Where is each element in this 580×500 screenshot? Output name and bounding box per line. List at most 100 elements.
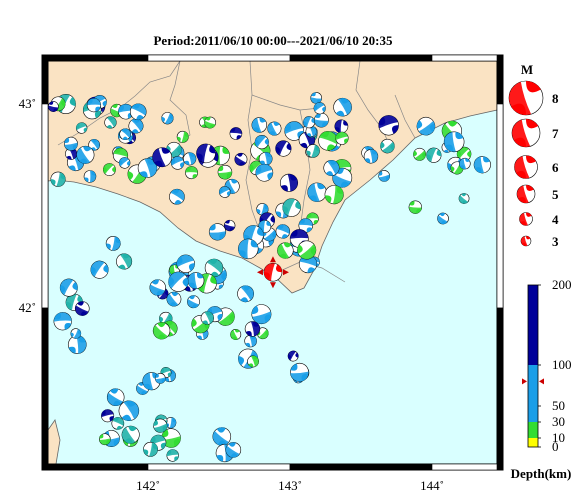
magnitude-legend-ball: [516, 184, 536, 204]
focal-mechanism: [244, 334, 257, 348]
focal-mechanism: [153, 418, 168, 433]
focal-mechanism: [251, 117, 268, 133]
depth-tick-label: 200: [552, 277, 572, 292]
focal-mechanism: [247, 355, 259, 368]
focal-mechanism: [59, 278, 78, 297]
map-title: Period:2011/06/10 00:00---2021/06/10 20:…: [153, 33, 393, 48]
focal-mechanism: [116, 253, 133, 270]
magnitude-legend-label: 6: [552, 160, 559, 175]
focal-mechanism: [111, 417, 125, 430]
focal-mechanism: [168, 271, 189, 292]
focal-mechanism: [255, 163, 274, 182]
depth-band: [528, 365, 538, 422]
focal-mechanism: [408, 200, 423, 214]
focal-mechanism: [275, 140, 292, 157]
depth-marker: [522, 378, 527, 385]
focal-mechanism: [187, 272, 205, 289]
focal-mechanism: [284, 121, 304, 141]
focal-mechanism: [152, 322, 171, 340]
focal-mechanism: [118, 400, 140, 421]
focal-mechanism: [149, 279, 166, 296]
focal-mechanism: [416, 116, 436, 136]
lon-tick-label: 142˚: [136, 478, 160, 493]
focal-mechanism: [105, 235, 121, 251]
focal-mechanism: [176, 254, 195, 273]
depth-band: [528, 285, 538, 365]
focal-mechanism: [196, 273, 217, 294]
focal-mechanism: [118, 103, 134, 120]
focal-mechanism: [313, 102, 326, 115]
focal-mechanism: [200, 311, 214, 325]
focal-mechanism: [118, 157, 131, 169]
magnitude-legend-ball: [519, 212, 533, 226]
depth-tick-label: 0: [552, 439, 559, 454]
main-event-mechanism: [263, 262, 283, 282]
frame-segment: [496, 54, 504, 105]
focal-mechanism: [74, 301, 90, 316]
focal-mechanism: [166, 291, 182, 307]
frame-segment: [147, 463, 291, 471]
focal-mechanism: [86, 98, 102, 113]
lat-tick-label: 43˚: [19, 96, 36, 111]
focal-mechanism: [378, 115, 399, 136]
focal-mechanism: [152, 147, 173, 168]
focal-mechanism: [305, 125, 317, 137]
lon-tick-label: 143˚: [278, 478, 302, 493]
focal-mechanism: [254, 135, 269, 150]
focal-mechanism: [275, 224, 291, 239]
focal-mechanism: [101, 409, 115, 423]
focal-mechanism: [335, 131, 349, 145]
magnitude-legend-label: 4: [552, 212, 559, 227]
frame-segment: [289, 463, 433, 471]
focal-mechanism: [280, 173, 299, 192]
focal-mechanism: [267, 121, 282, 136]
focal-mechanism: [129, 103, 147, 121]
frame-segment: [41, 103, 49, 309]
focal-mechanism: [277, 242, 294, 259]
focal-mechanism: [230, 329, 242, 341]
frame-segment: [41, 307, 49, 471]
focal-mechanism: [183, 152, 197, 166]
focal-mechanism: [426, 147, 442, 163]
focal-mechanism: [154, 372, 166, 384]
main-event-marker: [256, 269, 263, 276]
focal-mechanism: [185, 166, 199, 180]
depth-tick-label: 100: [552, 357, 572, 372]
main-event-marker: [269, 282, 276, 289]
focal-mechanism: [324, 185, 344, 205]
magnitude-legend-ball: [520, 235, 532, 247]
focal-mechanism: [380, 138, 395, 154]
focal-mechanism: [413, 147, 426, 161]
focal-mechanism: [90, 260, 109, 279]
focal-mechanism: [76, 145, 95, 164]
focal-mechanism: [165, 417, 177, 429]
border-line: [355, 60, 393, 153]
magnitude-legend-label: 8: [552, 91, 559, 106]
focal-mechanism: [225, 442, 242, 458]
focal-mechanism: [334, 119, 349, 134]
depth-band: [528, 422, 538, 438]
focal-mechanism: [307, 182, 327, 202]
focal-mechanism: [234, 152, 248, 166]
magnitude-legend-label: 5: [552, 187, 559, 202]
focal-mechanism: [437, 212, 449, 225]
focal-mechanism: [187, 295, 200, 309]
focal-mechanism: [70, 328, 82, 339]
focal-mechanism: [314, 112, 329, 128]
lon-tick-label: 144˚: [420, 478, 444, 493]
magnitude-legend-ball: [508, 80, 544, 116]
border-line: [394, 94, 416, 139]
focal-mechanism: [137, 158, 158, 178]
depth-tick-label: 10: [552, 430, 565, 445]
focal-mechanism: [104, 116, 117, 129]
frame-segment: [431, 463, 504, 471]
focal-mechanism: [218, 186, 231, 198]
map-frame: [41, 54, 504, 471]
focal-mechanism: [75, 122, 88, 134]
depth-marker: [539, 378, 544, 385]
focal-mechanism: [287, 350, 299, 362]
frame-segment: [147, 54, 291, 62]
focal-mechanism: [378, 170, 390, 182]
focal-mechanism: [212, 427, 232, 446]
focal-mechanism: [121, 425, 140, 444]
